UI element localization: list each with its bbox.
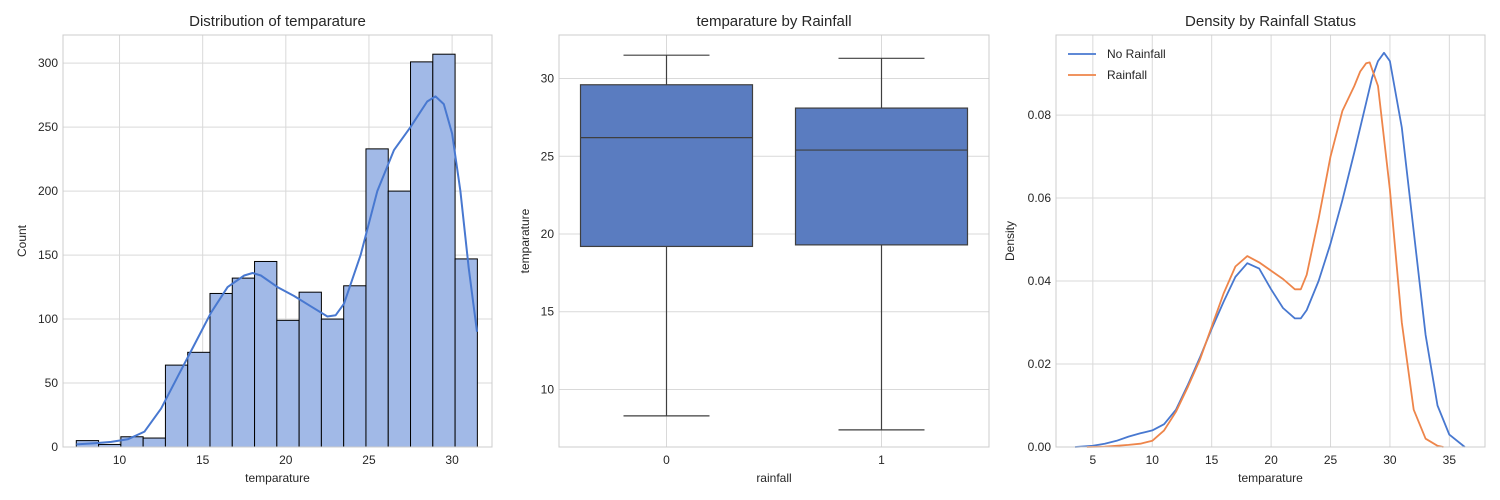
boxplot-panel: 10 15 20 25 30 0 1 temparature by Rainfall rai…	[518, 13, 990, 485]
histogram-bar	[320, 318, 345, 448]
density-y-tick-label: 0.06	[1028, 191, 1052, 205]
boxplot-y-tick-label: 25	[541, 149, 555, 163]
legend-label: Rainfall	[1107, 68, 1147, 82]
density-y-tick-label: 0.08	[1028, 108, 1052, 122]
histogram-x-tick-label: 25	[362, 453, 376, 467]
boxplot-y-tick-label: 15	[541, 305, 555, 319]
density-frame	[1055, 34, 1486, 448]
density-lines	[1074, 51, 1466, 448]
histogram-y-tick-label: 250	[38, 120, 58, 134]
histogram-y-tick-label: 150	[38, 248, 58, 262]
boxplot-box-group	[579, 54, 754, 417]
boxplot-x-axis-label: rainfall	[756, 471, 791, 485]
density-x-tick-label: 30	[1383, 453, 1397, 467]
histogram-x-tick-label: 15	[196, 453, 210, 467]
histogram-y-tick-label: 100	[38, 312, 58, 326]
histogram-y-axis-label: Count	[15, 224, 29, 257]
boxplot-y-axis-label: temparature	[518, 208, 532, 273]
histogram-x-tick-label: 20	[279, 453, 293, 467]
boxplot-x-tick-label: 1	[878, 453, 885, 467]
density-y-tick-label: 0.00	[1028, 440, 1052, 454]
density-panel: 5 10 15 20 25 30 35 0.00 0.02 0.04 0.06 0.08 No Rai…	[1003, 13, 1486, 485]
boxplot-x-tick-label: 0	[663, 453, 670, 467]
histogram-x-tick-label: 10	[113, 453, 127, 467]
histogram-bars	[75, 53, 478, 448]
density-x-axis-label: temparature	[1238, 471, 1303, 485]
histogram-kde-line	[76, 95, 478, 446]
histogram-bar	[187, 351, 211, 448]
boxplot-y-tick-label: 10	[541, 382, 555, 396]
histogram-y-tick-label: 0	[51, 440, 58, 454]
density-x-tick-label: 5	[1089, 453, 1096, 467]
boxplot-frame	[558, 34, 990, 448]
histogram-bar	[298, 291, 322, 448]
density-line-rainfall	[1086, 61, 1444, 448]
density-x-tick-label: 15	[1205, 453, 1219, 467]
density-x-tick-label: 20	[1264, 453, 1278, 467]
boxplot-y-tick-label: 20	[541, 227, 555, 241]
histogram-bar	[254, 260, 278, 448]
histogram-x-tick-label: 30	[445, 453, 459, 467]
density-x-tick-label: 25	[1324, 453, 1338, 467]
density-y-axis-label: Density	[1003, 221, 1017, 261]
histogram-bar	[343, 285, 367, 448]
histogram-bar	[432, 53, 456, 448]
density-x-tick-label: 10	[1146, 453, 1160, 467]
histogram-bar	[209, 292, 233, 448]
boxplot-boxes	[579, 54, 969, 431]
histogram-kde	[76, 95, 478, 446]
boxplot-tick-labels: 10 15 20 25 30 0 1	[541, 72, 886, 467]
boxplot-box-group	[794, 57, 969, 431]
density-y-tick-label: 0.04	[1028, 274, 1052, 288]
density-line-no-rainfall	[1074, 51, 1466, 448]
density-tick-labels: 5 10 15 20 25 30 35 0.00 0.02 0.04 0.06 0.08	[1028, 108, 1457, 467]
histogram-frame	[62, 34, 493, 448]
histogram-x-axis-label: temparature	[245, 471, 310, 485]
boxplot-box	[794, 107, 969, 246]
boxplot-title: temparature by Rainfall	[696, 13, 851, 30]
histogram-bar	[410, 61, 434, 448]
histogram-bar	[142, 437, 166, 448]
histogram-title: Distribution of temparature	[189, 13, 366, 30]
histogram-bar	[387, 190, 412, 448]
legend-label: No Rainfall	[1107, 47, 1166, 61]
histogram-bar	[231, 277, 256, 448]
boxplot-box	[579, 84, 754, 248]
density-x-tick-label: 35	[1443, 453, 1457, 467]
histogram-y-tick-label: 300	[38, 56, 58, 70]
histogram-bar	[454, 258, 478, 448]
histogram-y-tick-label: 50	[45, 376, 59, 390]
density-legend: No Rainfall Rainfall	[1068, 47, 1166, 82]
density-title: Density by Rainfall Status	[1185, 13, 1356, 30]
boxplot-y-tick-label: 30	[541, 72, 555, 86]
histogram-y-tick-label: 200	[38, 184, 58, 198]
histogram-bar	[276, 319, 300, 448]
density-y-tick-label: 0.02	[1028, 357, 1052, 371]
